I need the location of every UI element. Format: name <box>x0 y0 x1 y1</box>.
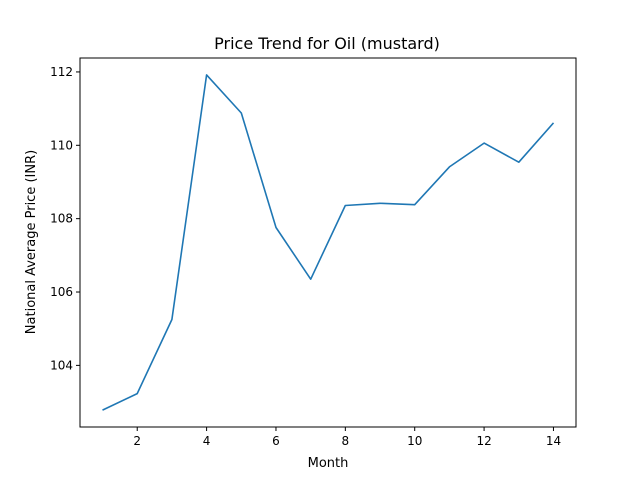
x-tick-label: 4 <box>203 434 211 448</box>
x-tick-label: 12 <box>476 434 491 448</box>
x-tick-label: 2 <box>133 434 141 448</box>
x-tick-label: 14 <box>546 434 561 448</box>
y-tick-label: 108 <box>50 212 73 226</box>
y-tick-label: 110 <box>50 138 73 152</box>
x-tick-label: 10 <box>407 434 422 448</box>
x-tick-label: 6 <box>272 434 280 448</box>
x-tick-label: 8 <box>342 434 350 448</box>
y-tick-label: 106 <box>50 285 73 299</box>
x-axis-ticks: 2 4 6 8 10 12 14 <box>133 427 561 448</box>
y-axis-label: National Average Price (INR) <box>24 150 39 334</box>
y-axis-ticks: 104 106 108 110 112 <box>50 65 80 372</box>
series-line <box>102 74 555 411</box>
x-axis-label: Month <box>308 456 349 471</box>
chart-title: Price Trend for Oil (mustard) <box>214 34 440 53</box>
y-tick-label: 104 <box>50 358 73 372</box>
y-tick-label: 112 <box>50 65 73 79</box>
plot-frame <box>79 57 577 428</box>
